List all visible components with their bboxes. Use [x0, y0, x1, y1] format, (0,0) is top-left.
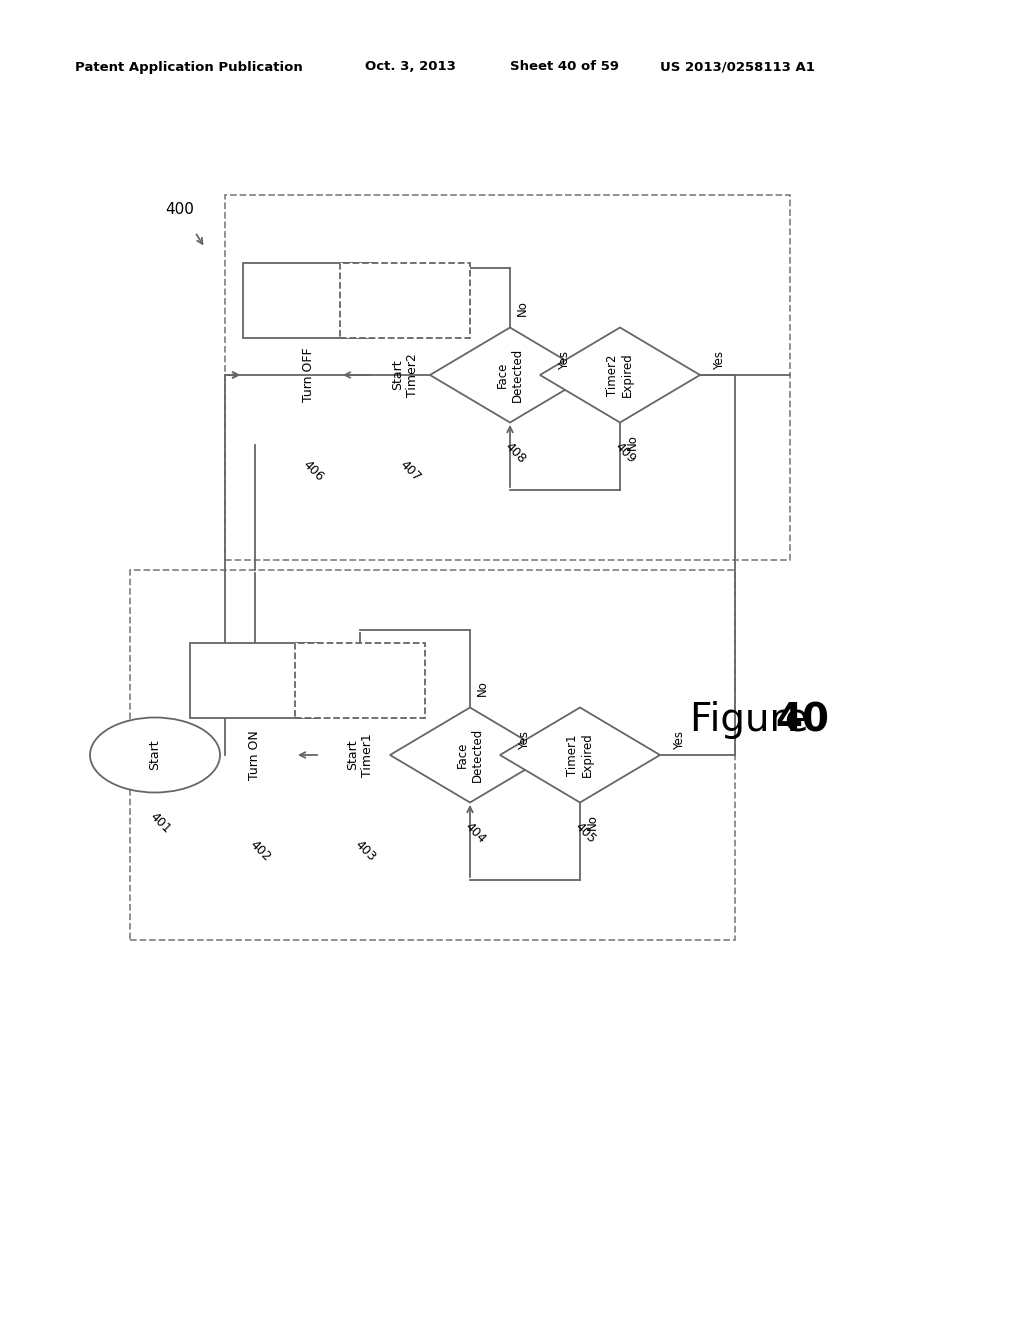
Text: Yes: Yes [674, 731, 686, 751]
Text: Yes: Yes [558, 351, 571, 371]
Text: 403: 403 [352, 838, 378, 865]
Polygon shape [540, 327, 700, 422]
Text: 407: 407 [397, 458, 423, 484]
Text: Patent Application Publication: Patent Application Publication [75, 61, 303, 74]
Text: 408: 408 [502, 440, 528, 466]
Text: No: No [586, 814, 598, 830]
Text: Start
Timer1: Start Timer1 [346, 733, 374, 777]
Polygon shape [430, 327, 590, 422]
Text: No: No [626, 434, 639, 450]
Bar [243, 263, 373, 338]
Text: 409: 409 [612, 440, 638, 466]
Text: Start
Timer2: Start Timer2 [391, 354, 419, 397]
Text: Sheet 40 of 59: Sheet 40 of 59 [510, 61, 618, 74]
Polygon shape [500, 708, 660, 803]
Text: 402: 402 [247, 838, 273, 865]
Text: Figure: Figure [690, 701, 821, 739]
Bar [225, 195, 790, 560]
Text: Turn OFF: Turn OFF [301, 347, 314, 403]
Text: No: No [475, 680, 488, 696]
Text: 400: 400 [165, 202, 194, 218]
Bar [340, 263, 470, 338]
Text: US 2013/0258113 A1: US 2013/0258113 A1 [660, 61, 815, 74]
Text: Timer2
Expired: Timer2 Expired [606, 352, 634, 397]
Text: 405: 405 [572, 820, 598, 846]
Text: Face
Detected: Face Detected [456, 727, 484, 783]
Text: No: No [515, 300, 528, 315]
Text: Face
Detected: Face Detected [496, 348, 524, 403]
Text: Oct. 3, 2013: Oct. 3, 2013 [365, 61, 456, 74]
Text: 406: 406 [300, 458, 326, 484]
Text: Yes: Yes [714, 351, 726, 371]
Bar [190, 643, 319, 718]
Bar [295, 643, 425, 718]
Text: Start: Start [148, 739, 162, 771]
Text: 401: 401 [147, 810, 173, 836]
Text: 404: 404 [462, 820, 488, 846]
Text: Turn ON: Turn ON [249, 730, 261, 780]
Text: 40: 40 [775, 701, 829, 739]
Bar [130, 570, 735, 940]
Polygon shape [390, 708, 550, 803]
Text: Yes: Yes [518, 731, 531, 751]
Text: Timer1
Expired: Timer1 Expired [566, 733, 594, 777]
Ellipse shape [90, 718, 220, 792]
